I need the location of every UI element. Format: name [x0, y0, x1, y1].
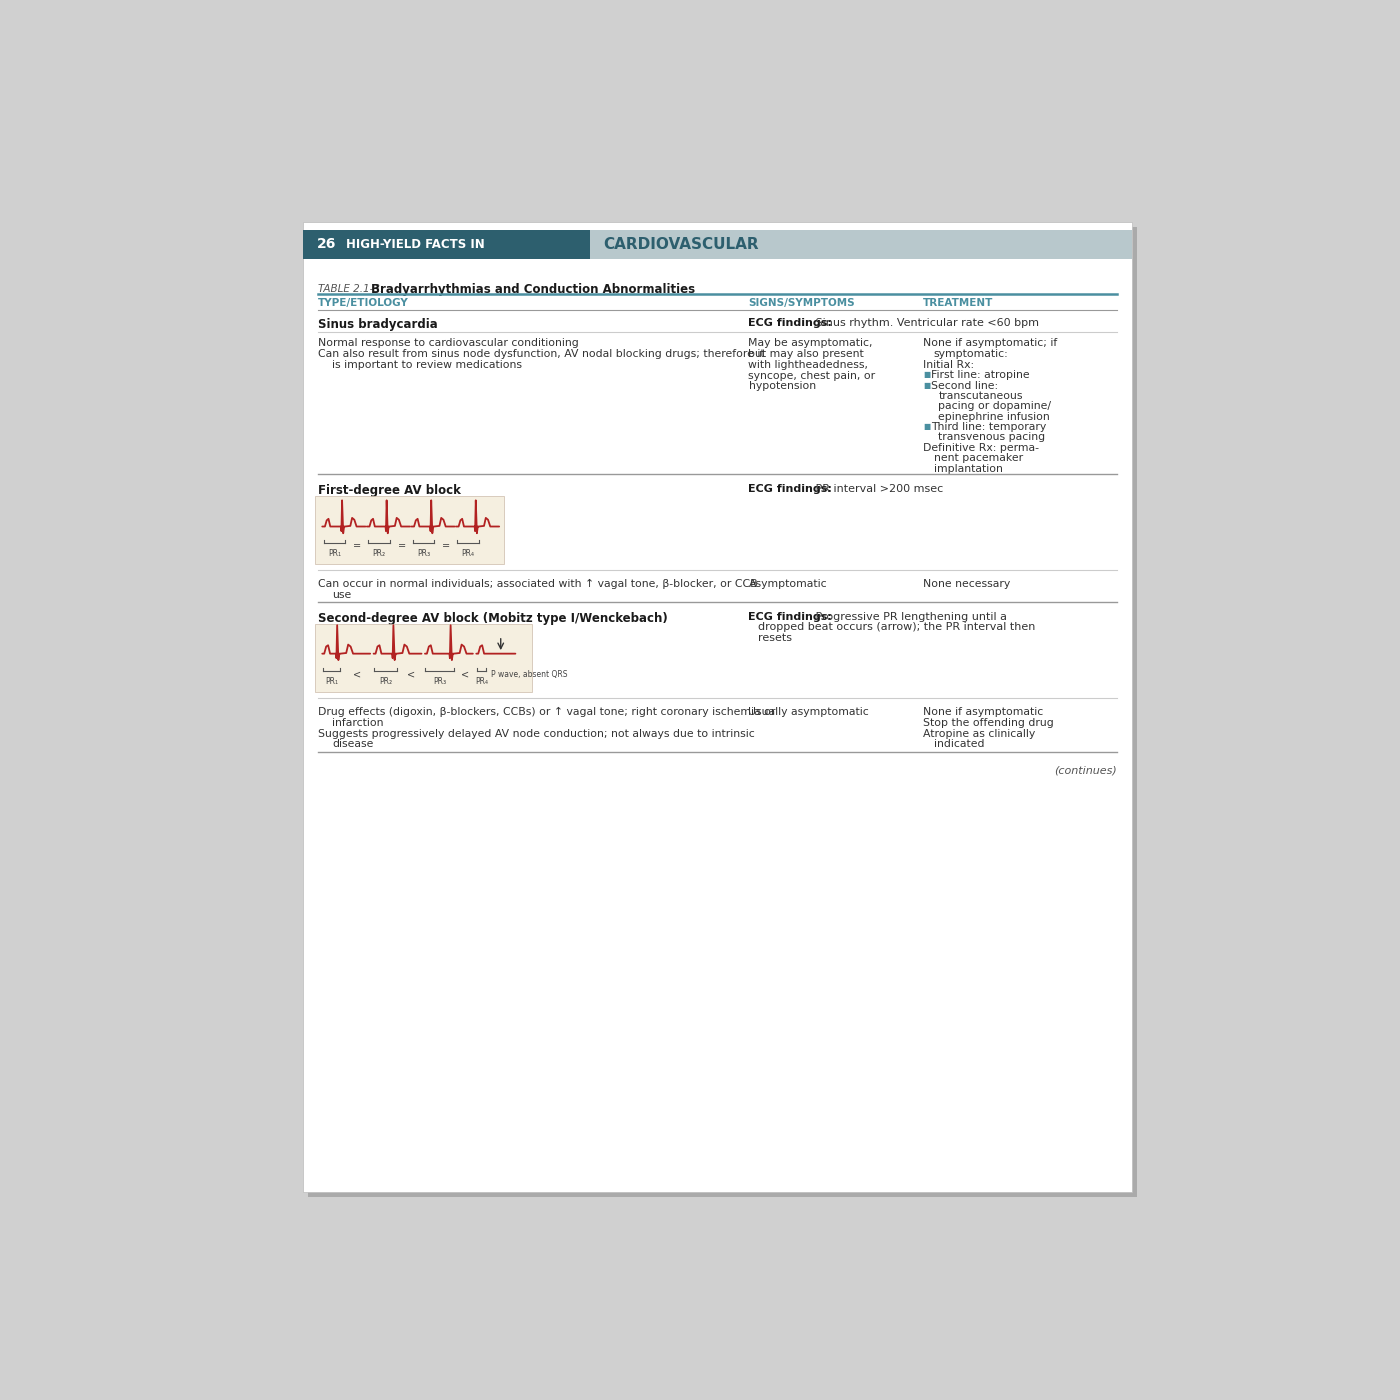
Text: Bradyarrhythmias and Conduction Abnormalities: Bradyarrhythmias and Conduction Abnormal…: [371, 283, 696, 297]
Text: PR₁: PR₁: [328, 549, 340, 557]
Text: implantation: implantation: [934, 463, 1002, 473]
Text: infarction: infarction: [332, 718, 384, 728]
Text: PR₄: PR₄: [462, 549, 475, 557]
Bar: [302, 223, 1133, 1193]
Text: None necessary: None necessary: [923, 580, 1011, 589]
Text: <: <: [407, 669, 414, 679]
Text: 26: 26: [316, 237, 336, 251]
Text: with lightheadedness,: with lightheadedness,: [749, 360, 868, 370]
Text: Second-degree AV block (Mobitz type I/Wenckebach): Second-degree AV block (Mobitz type I/We…: [318, 612, 668, 624]
Text: PR₃: PR₃: [417, 549, 430, 557]
Text: <: <: [353, 669, 361, 679]
Text: nent pacemaker: nent pacemaker: [934, 454, 1023, 463]
Text: Usually asymptomatic: Usually asymptomatic: [749, 707, 869, 717]
Text: None if asymptomatic; if: None if asymptomatic; if: [923, 339, 1057, 349]
Text: PR₂: PR₂: [379, 676, 392, 686]
Text: PR₁: PR₁: [325, 676, 337, 686]
Text: syncope, chest pain, or: syncope, chest pain, or: [749, 371, 875, 381]
Bar: [589, 230, 1133, 259]
Text: Can also result from sinus node dysfunction, AV nodal blocking drugs; therefore : Can also result from sinus node dysfunct…: [318, 349, 764, 358]
Text: epinephrine infusion: epinephrine infusion: [938, 412, 1050, 421]
Text: hypotension: hypotension: [749, 381, 816, 391]
Bar: [315, 496, 504, 564]
Text: dropped beat occurs (arrow); the PR interval then: dropped beat occurs (arrow); the PR inte…: [757, 622, 1035, 633]
Text: disease: disease: [332, 739, 374, 749]
Text: use: use: [332, 589, 351, 601]
Text: Definitive Rx: perma-: Definitive Rx: perma-: [923, 442, 1039, 452]
Text: (continues): (continues): [1054, 766, 1117, 776]
Bar: [315, 624, 532, 692]
Text: Asymptomatic: Asymptomatic: [749, 580, 827, 589]
Text: resets: resets: [757, 633, 792, 643]
Text: is important to review medications: is important to review medications: [332, 360, 522, 370]
Text: transcutaneous: transcutaneous: [938, 391, 1023, 400]
Text: ■: ■: [923, 381, 930, 389]
Text: Can occur in normal individuals; associated with ↑ vagal tone, β-blocker, or CCB: Can occur in normal individuals; associa…: [318, 580, 757, 589]
Text: Second line:: Second line:: [931, 381, 998, 391]
Text: =: =: [398, 542, 406, 552]
Text: ■: ■: [923, 423, 930, 431]
Text: Sinus rhythm. Ventricular rate <60 bpm: Sinus rhythm. Ventricular rate <60 bpm: [812, 318, 1039, 328]
Text: Initial Rx:: Initial Rx:: [923, 360, 974, 370]
Text: Suggests progressively delayed AV node conduction; not always due to intrinsic: Suggests progressively delayed AV node c…: [318, 728, 755, 739]
Text: PR₄: PR₄: [475, 676, 489, 686]
Text: symptomatic:: symptomatic:: [934, 349, 1008, 358]
Text: PR₃: PR₃: [433, 676, 447, 686]
Text: Third line: temporary: Third line: temporary: [931, 423, 1047, 433]
Bar: [308, 227, 1137, 1197]
Text: =: =: [442, 542, 451, 552]
Text: ECG findings:: ECG findings:: [749, 318, 833, 328]
Text: Sinus bradycardia: Sinus bradycardia: [318, 318, 438, 332]
Text: Progressive PR lengthening until a: Progressive PR lengthening until a: [812, 612, 1007, 622]
Text: TABLE 2.1-3.: TABLE 2.1-3.: [318, 283, 384, 294]
Text: ■: ■: [923, 370, 930, 379]
Text: but may also present: but may also present: [749, 349, 864, 358]
Text: May be asymptomatic,: May be asymptomatic,: [749, 339, 874, 349]
Text: SIGNS/SYMPTOMS: SIGNS/SYMPTOMS: [749, 298, 855, 308]
Text: P wave, absent QRS: P wave, absent QRS: [491, 671, 567, 679]
Text: PR₂: PR₂: [372, 549, 385, 557]
Text: Drug effects (digoxin, β-blockers, CCBs) or ↑ vagal tone; right coronary ischemi: Drug effects (digoxin, β-blockers, CCBs)…: [318, 707, 776, 717]
Text: ECG findings:: ECG findings:: [749, 483, 833, 494]
Text: TYPE/ETIOLOGY: TYPE/ETIOLOGY: [318, 298, 409, 308]
Text: Normal response to cardiovascular conditioning: Normal response to cardiovascular condit…: [318, 339, 580, 349]
Text: ECG findings:: ECG findings:: [749, 612, 833, 622]
Text: indicated: indicated: [934, 739, 984, 749]
Text: transvenous pacing: transvenous pacing: [938, 433, 1046, 442]
Text: PR interval >200 msec: PR interval >200 msec: [812, 483, 944, 494]
Text: =: =: [353, 542, 361, 552]
Text: Atropine as clinically: Atropine as clinically: [923, 728, 1035, 739]
Text: TREATMENT: TREATMENT: [923, 298, 993, 308]
Text: CARDIOVASCULAR: CARDIOVASCULAR: [603, 237, 759, 252]
Text: First-degree AV block: First-degree AV block: [318, 483, 461, 497]
Bar: [302, 230, 589, 259]
Text: <: <: [461, 669, 469, 679]
Text: First line: atropine: First line: atropine: [931, 370, 1030, 381]
Text: Stop the offending drug: Stop the offending drug: [923, 718, 1054, 728]
Text: HIGH-YIELD FACTS IN: HIGH-YIELD FACTS IN: [346, 238, 484, 251]
Text: pacing or dopamine/: pacing or dopamine/: [938, 402, 1051, 412]
Text: None if asymptomatic: None if asymptomatic: [923, 707, 1043, 717]
